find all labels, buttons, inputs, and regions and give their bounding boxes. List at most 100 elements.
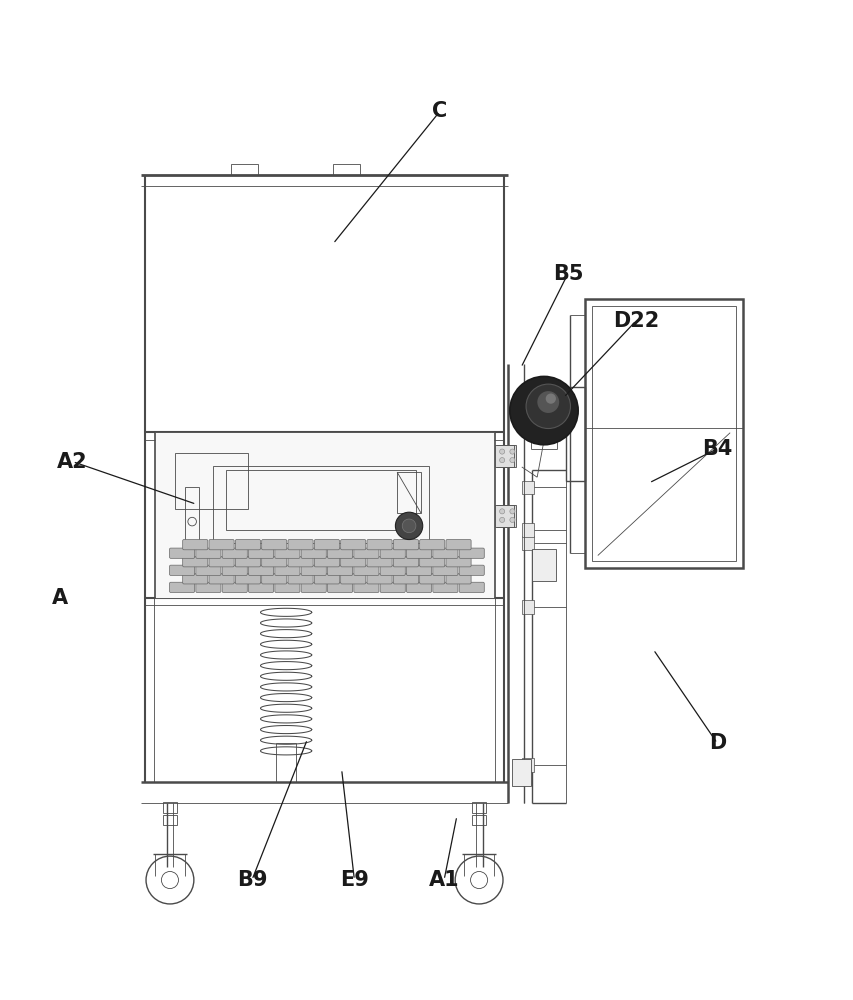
FancyBboxPatch shape: [222, 565, 247, 575]
Bar: [591, 306, 735, 561]
Circle shape: [525, 384, 570, 429]
FancyBboxPatch shape: [380, 548, 405, 558]
FancyBboxPatch shape: [367, 540, 392, 550]
FancyBboxPatch shape: [222, 548, 247, 558]
FancyBboxPatch shape: [393, 540, 418, 550]
Text: A1: A1: [428, 870, 459, 890]
FancyBboxPatch shape: [353, 582, 379, 592]
FancyBboxPatch shape: [248, 548, 273, 558]
FancyBboxPatch shape: [235, 574, 260, 584]
Circle shape: [499, 517, 504, 522]
Bar: [333, 164, 360, 175]
FancyBboxPatch shape: [235, 557, 260, 567]
Bar: [163, 815, 177, 825]
Bar: [230, 164, 258, 175]
FancyBboxPatch shape: [314, 557, 339, 567]
FancyBboxPatch shape: [275, 565, 299, 575]
Bar: [521, 481, 533, 494]
FancyBboxPatch shape: [287, 540, 313, 550]
FancyBboxPatch shape: [459, 582, 484, 592]
Bar: [521, 758, 533, 772]
Circle shape: [499, 449, 504, 454]
FancyBboxPatch shape: [393, 574, 418, 584]
FancyBboxPatch shape: [195, 582, 221, 592]
Bar: [155, 432, 493, 598]
FancyBboxPatch shape: [195, 565, 221, 575]
Bar: [531, 549, 555, 581]
FancyBboxPatch shape: [340, 557, 365, 567]
FancyBboxPatch shape: [380, 582, 405, 592]
FancyBboxPatch shape: [209, 540, 234, 550]
Circle shape: [402, 519, 415, 533]
Circle shape: [509, 376, 577, 445]
Bar: [496, 505, 515, 527]
FancyBboxPatch shape: [261, 540, 287, 550]
FancyBboxPatch shape: [406, 565, 431, 575]
Bar: [226, 470, 415, 530]
Circle shape: [509, 449, 514, 454]
FancyBboxPatch shape: [183, 540, 207, 550]
Text: D22: D22: [612, 311, 659, 331]
Text: B5: B5: [552, 264, 583, 284]
Circle shape: [509, 517, 514, 522]
Bar: [163, 802, 177, 813]
FancyBboxPatch shape: [209, 557, 234, 567]
Bar: [397, 472, 421, 513]
FancyBboxPatch shape: [459, 548, 484, 558]
FancyBboxPatch shape: [183, 557, 207, 567]
FancyBboxPatch shape: [275, 582, 299, 592]
FancyBboxPatch shape: [419, 540, 444, 550]
Bar: [512, 759, 531, 786]
FancyBboxPatch shape: [419, 557, 444, 567]
FancyBboxPatch shape: [340, 540, 365, 550]
FancyBboxPatch shape: [261, 557, 287, 567]
FancyBboxPatch shape: [314, 574, 339, 584]
FancyBboxPatch shape: [235, 540, 260, 550]
FancyBboxPatch shape: [406, 582, 431, 592]
Bar: [185, 487, 199, 543]
FancyBboxPatch shape: [353, 548, 379, 558]
FancyBboxPatch shape: [169, 565, 194, 575]
FancyBboxPatch shape: [432, 582, 457, 592]
Text: B4: B4: [701, 439, 732, 459]
Circle shape: [499, 458, 504, 463]
FancyBboxPatch shape: [432, 565, 457, 575]
Bar: [496, 445, 515, 467]
Bar: [495, 505, 514, 527]
FancyBboxPatch shape: [248, 582, 273, 592]
FancyBboxPatch shape: [406, 548, 431, 558]
FancyBboxPatch shape: [445, 557, 471, 567]
FancyBboxPatch shape: [209, 574, 234, 584]
Bar: [566, 387, 584, 481]
Text: A: A: [52, 588, 67, 608]
FancyBboxPatch shape: [367, 557, 392, 567]
FancyBboxPatch shape: [445, 574, 471, 584]
FancyBboxPatch shape: [328, 565, 352, 575]
FancyBboxPatch shape: [353, 565, 379, 575]
FancyBboxPatch shape: [222, 582, 247, 592]
FancyBboxPatch shape: [328, 548, 352, 558]
FancyBboxPatch shape: [287, 557, 313, 567]
FancyBboxPatch shape: [261, 574, 287, 584]
FancyBboxPatch shape: [169, 548, 194, 558]
Bar: [521, 536, 533, 550]
Bar: [584, 299, 742, 568]
Bar: [472, 802, 485, 813]
FancyBboxPatch shape: [328, 582, 352, 592]
FancyBboxPatch shape: [301, 548, 326, 558]
Text: C: C: [432, 101, 447, 121]
Text: D: D: [708, 733, 725, 753]
Circle shape: [499, 509, 504, 514]
FancyBboxPatch shape: [195, 548, 221, 558]
Text: A2: A2: [57, 452, 88, 472]
FancyBboxPatch shape: [459, 565, 484, 575]
Circle shape: [509, 458, 514, 463]
Bar: [472, 815, 485, 825]
FancyBboxPatch shape: [169, 582, 194, 592]
FancyBboxPatch shape: [314, 540, 339, 550]
Bar: [495, 445, 514, 467]
Bar: [521, 600, 533, 614]
FancyBboxPatch shape: [340, 574, 365, 584]
FancyBboxPatch shape: [419, 574, 444, 584]
Circle shape: [545, 394, 555, 404]
